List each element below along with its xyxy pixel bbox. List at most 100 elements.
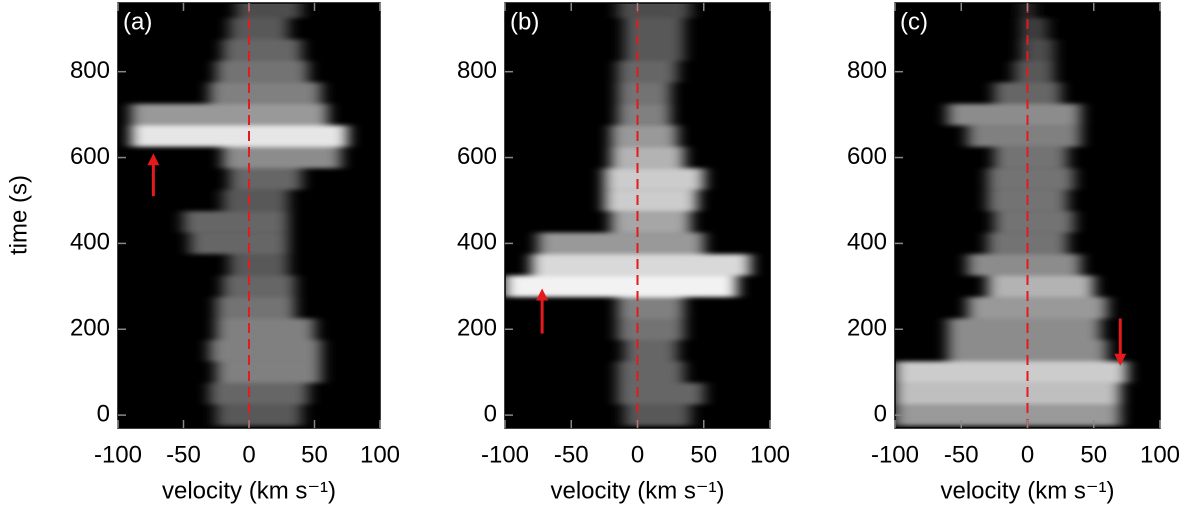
y-tick-label: 200 (457, 315, 497, 342)
arrow-head (1114, 353, 1127, 366)
intensity-band (948, 339, 1107, 362)
intensity-band (617, 297, 684, 319)
image (131, 3, 348, 426)
intensity-band (624, 339, 678, 362)
intensity-band (216, 318, 315, 340)
intensity-band (967, 254, 1081, 276)
y-tick-label: 0 (484, 400, 497, 427)
x-tick-label: -50 (166, 441, 201, 468)
intensity-band (624, 39, 684, 61)
x-tick-label: 100 (750, 441, 790, 468)
intensity-band (235, 3, 302, 19)
panel-label: (c) (900, 8, 928, 35)
intensity-band (611, 125, 678, 147)
intensity-band (216, 60, 308, 83)
intensity-band (229, 168, 302, 190)
x-tick-label: 0 (1021, 441, 1034, 468)
y-tick-label: 800 (847, 57, 887, 84)
intensity-band (531, 254, 751, 276)
intensity-band (617, 103, 671, 126)
intensity-band (895, 382, 1121, 405)
image-blur (131, 3, 348, 426)
image (895, 3, 1127, 426)
intensity-band (216, 297, 295, 319)
intensity-band (987, 168, 1074, 190)
image-blur (895, 3, 1127, 426)
intensity-band (222, 39, 302, 61)
intensity-band (624, 404, 691, 426)
y-tick-label: 600 (70, 143, 110, 170)
y-tick-label: 200 (70, 315, 110, 342)
intensity-band (617, 82, 671, 104)
x-tick-label: 50 (690, 441, 717, 468)
intensity-band (229, 254, 289, 276)
intensity-band (538, 232, 704, 255)
x-axis-label: velocity (km s⁻¹) (162, 477, 336, 504)
intensity-band (948, 103, 1081, 126)
intensity-band (994, 82, 1061, 104)
intensity-band (895, 361, 1127, 383)
intensity-band (624, 18, 684, 40)
intensity-band (994, 211, 1074, 233)
intensity-band (604, 168, 704, 190)
intensity-band (183, 211, 289, 233)
y-tick-label: 400 (70, 229, 110, 256)
intensity-band (967, 297, 1107, 319)
intensity-band (216, 404, 302, 426)
intensity-band (1020, 39, 1054, 61)
x-tick-label: 100 (360, 441, 400, 468)
intensity-band (131, 103, 328, 126)
x-tick-label: -50 (944, 441, 979, 468)
x-tick-label: 0 (242, 441, 255, 468)
intensity-band (505, 275, 737, 298)
intensity-band (895, 404, 1121, 426)
intensity-band (617, 318, 684, 340)
x-tick-label: -100 (871, 441, 919, 468)
x-tick-label: 0 (631, 441, 644, 468)
x-tick-label: 50 (1080, 441, 1107, 468)
intensity-band (948, 318, 1101, 340)
intensity-band (209, 339, 322, 362)
panel-label: (a) (123, 8, 152, 35)
intensity-band (967, 125, 1081, 147)
intensity-band (617, 60, 678, 83)
y-tick-label: 200 (847, 315, 887, 342)
arrow-head (536, 288, 549, 301)
intensity-band (229, 18, 289, 40)
intensity-band (209, 82, 322, 104)
image-blur (505, 3, 751, 426)
x-axis-label: velocity (km s⁻¹) (941, 477, 1115, 504)
x-axis-label: velocity (km s⁻¹) (551, 477, 725, 504)
intensity-band (611, 146, 684, 169)
intensity-band (617, 361, 684, 383)
intensity-band (987, 275, 1094, 298)
intensity-band (1014, 60, 1054, 83)
intensity-band (1020, 18, 1048, 40)
y-tick-label: 600 (847, 143, 887, 170)
y-tick-label: 800 (457, 57, 497, 84)
intensity-band (617, 382, 704, 405)
intensity-band (611, 211, 691, 233)
intensity-band (131, 125, 348, 147)
intensity-band (994, 146, 1068, 169)
intensity-band (222, 189, 289, 212)
image (505, 3, 751, 426)
y-tick-label: 400 (457, 229, 497, 256)
intensity-band (216, 361, 322, 383)
intensity-band (604, 189, 698, 212)
intensity-band (222, 146, 341, 169)
intensity-band (222, 275, 295, 298)
y-tick-label: 400 (847, 229, 887, 256)
x-tick-label: -50 (554, 441, 589, 468)
panel-label: (b) (510, 8, 539, 35)
x-tick-label: -100 (481, 441, 529, 468)
intensity-band (617, 3, 691, 19)
intensity-band (190, 232, 289, 255)
y-tick-label: 600 (457, 143, 497, 170)
arrow-head (147, 153, 160, 166)
y-tick-label: 800 (70, 57, 110, 84)
y-tick-label: 0 (874, 400, 887, 427)
x-tick-label: -100 (94, 441, 142, 468)
x-tick-label: 50 (301, 441, 328, 468)
